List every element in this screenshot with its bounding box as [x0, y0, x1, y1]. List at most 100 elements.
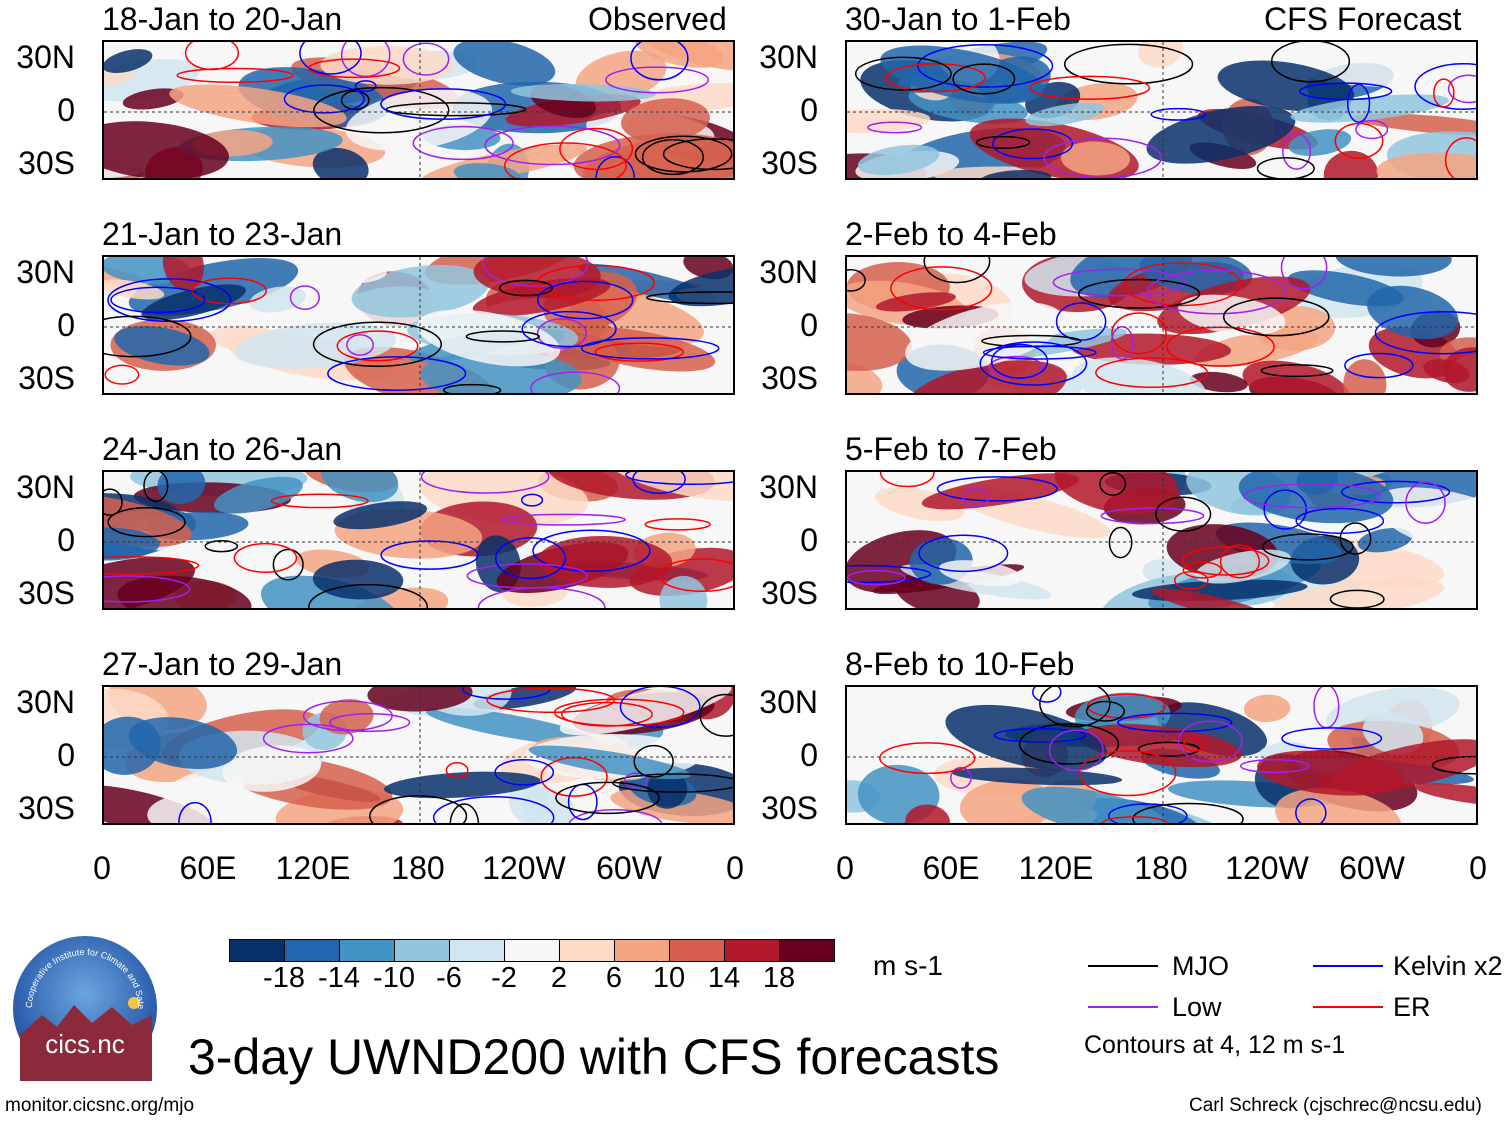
colorbar-tick-label: 14 [707, 962, 741, 994]
lat-label: 0 [57, 92, 75, 128]
wind-anomaly-shading [1072, 357, 1206, 393]
wind-anomaly-shading [157, 472, 206, 504]
map-panel [102, 685, 735, 825]
colorbar-tick-label: -14 [318, 962, 360, 994]
wind-anomaly-shading [1352, 113, 1476, 136]
legend-label-kelvin: Kelvin x2 [1393, 951, 1503, 981]
wind-anomaly-shading [162, 257, 204, 291]
contour-line [184, 42, 240, 71]
panel-title: 27-Jan to 29-Jan [102, 646, 343, 682]
contour-line [283, 84, 365, 114]
contour-line [107, 506, 186, 538]
contour-line [605, 66, 710, 94]
contour-line [270, 493, 369, 509]
contour-line [950, 766, 972, 789]
contour-line [1281, 727, 1383, 750]
colorbar-tick-label: -2 [491, 962, 517, 994]
wind-anomaly-shading [1151, 588, 1271, 608]
contour-line [982, 345, 1097, 360]
wind-anomaly-shading [1138, 42, 1184, 68]
wind-anomaly-shading [659, 575, 708, 608]
contour-line [952, 63, 1016, 95]
lon-label: 180 [1134, 850, 1188, 886]
contour-line [918, 534, 1009, 573]
colorbar-swatch [230, 940, 285, 961]
map-panel [845, 255, 1478, 395]
contour-line [445, 762, 469, 779]
contour-line [1433, 78, 1455, 108]
contour-line [1183, 737, 1206, 752]
colorbar-tick-label: 6 [605, 962, 623, 994]
lat-label: 30S [18, 575, 75, 611]
contour-line [1222, 297, 1330, 337]
contour-line [1177, 720, 1243, 763]
contour-line [494, 758, 555, 786]
contour-line [633, 744, 674, 778]
contour-line [890, 266, 993, 311]
footer-url[interactable]: monitor.cicsnc.org/mjo [5, 1095, 195, 1116]
contour-line [1182, 561, 1223, 579]
contour-line [1346, 83, 1371, 123]
wind-anomaly-shading [425, 707, 596, 746]
contour-line [1260, 364, 1334, 378]
contour-line [520, 493, 544, 507]
lon-label: 120E [1018, 850, 1094, 886]
contour-line [1182, 546, 1270, 576]
wind-anomaly-shading [1060, 141, 1131, 176]
contour-line [432, 796, 555, 823]
wind-anomaly-shading [1021, 786, 1168, 823]
panel-title: 21-Jan to 23-Jan [102, 216, 343, 252]
lon-label: 60W [596, 850, 662, 886]
colorbar-swatch [505, 940, 560, 961]
wind-anomaly-shading [639, 42, 733, 72]
contour-line [313, 86, 450, 134]
contour-line [879, 742, 976, 775]
contour-line [1078, 278, 1201, 309]
wind-anomaly-shading [905, 302, 1064, 371]
contour-line [104, 488, 123, 516]
wind-anomaly-shading [117, 575, 252, 608]
contour-line [289, 285, 321, 310]
legend-label-er: ER [1393, 992, 1431, 1022]
contour-line [992, 128, 1074, 160]
wind-anomaly-shading [605, 472, 733, 502]
colorbar-swatch [725, 940, 780, 961]
wind-anomaly-shading [321, 472, 399, 503]
legend-line-er [1313, 1006, 1383, 1008]
lat-label: 30S [18, 360, 75, 396]
contour-line [1295, 798, 1327, 823]
wind-anomaly-shading [647, 769, 688, 809]
contour-line [1242, 483, 1382, 509]
panel-title: 8-Feb to 10-Feb [845, 646, 1075, 682]
wind-anomaly-shading [104, 556, 195, 608]
contour-line [1173, 570, 1209, 590]
wind-anomaly-shading [214, 476, 303, 514]
wind-anomaly-shading [147, 792, 244, 823]
lon-label: 0 [726, 850, 744, 886]
panel-title: 18-Jan to 20-Jan [102, 1, 343, 37]
contour-line [1256, 157, 1315, 178]
wind-anomaly-shading [847, 362, 883, 393]
wind-anomaly-shading [1357, 527, 1413, 553]
contour-line [847, 569, 906, 586]
contour-line [1052, 268, 1186, 297]
wind-anomaly-shading [668, 265, 733, 307]
contour-line [143, 472, 169, 503]
wind-anomaly-shading [905, 804, 951, 823]
colorbar-tick-label: -6 [436, 962, 462, 994]
contour-line [1078, 750, 1177, 797]
wind-anomaly-shading [104, 49, 153, 73]
contour-line [1405, 481, 1446, 524]
wind-anomaly-shading [1371, 810, 1476, 823]
contour-line [662, 138, 733, 171]
contour-line [1298, 82, 1393, 101]
contour-note: Contours at 4, 12 m s-1 [1084, 1031, 1346, 1059]
wind-anomaly-shading [1343, 359, 1387, 393]
contour-line [1018, 723, 1120, 765]
contour-line [854, 56, 952, 91]
wind-anomaly-shading [1025, 102, 1106, 127]
wind-anomaly-shading [1374, 487, 1476, 559]
contour-line [559, 127, 634, 171]
contour-line [503, 142, 627, 178]
contour-line [634, 135, 733, 173]
